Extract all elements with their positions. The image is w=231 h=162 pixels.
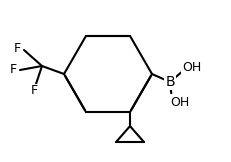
Text: F: F (9, 64, 16, 76)
Text: OH: OH (170, 96, 189, 109)
Text: F: F (13, 42, 21, 56)
Text: OH: OH (182, 62, 201, 75)
Text: F: F (30, 85, 37, 98)
Text: B: B (164, 75, 174, 89)
